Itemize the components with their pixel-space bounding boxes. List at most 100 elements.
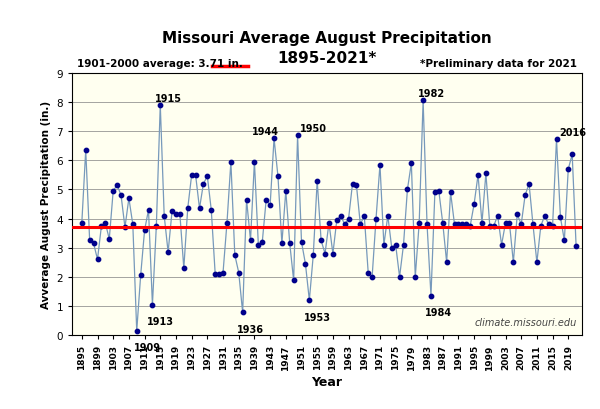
Point <box>505 220 514 227</box>
Point <box>167 209 177 215</box>
Point <box>395 274 404 281</box>
Point <box>352 182 361 189</box>
Point <box>375 162 385 169</box>
Point <box>183 206 193 212</box>
Point <box>179 265 188 272</box>
Point <box>254 242 263 249</box>
Point <box>320 251 330 257</box>
Point <box>305 297 314 304</box>
Point <box>203 173 212 180</box>
Point <box>160 213 169 219</box>
Point <box>206 207 216 213</box>
Text: 1913: 1913 <box>147 316 174 326</box>
Point <box>403 187 412 193</box>
Point <box>116 193 126 199</box>
Point <box>238 310 247 316</box>
Point <box>230 252 239 258</box>
Point <box>560 238 569 244</box>
Text: 2016: 2016 <box>559 128 586 138</box>
Point <box>434 188 443 195</box>
Point <box>104 236 114 243</box>
Point <box>194 206 204 212</box>
Point <box>446 190 455 196</box>
Point <box>187 172 196 179</box>
Point <box>89 240 98 247</box>
Point <box>497 242 506 249</box>
Point <box>77 220 86 227</box>
Point <box>289 277 298 284</box>
Point <box>144 207 154 213</box>
Point <box>364 270 373 276</box>
Point <box>540 213 550 219</box>
Point <box>371 216 381 222</box>
Point <box>171 211 181 218</box>
Point <box>297 239 307 245</box>
Point <box>313 178 322 184</box>
Text: 1915: 1915 <box>155 94 182 103</box>
Point <box>136 272 145 279</box>
Text: climate.missouri.edu: climate.missouri.edu <box>475 317 577 328</box>
Point <box>101 220 110 227</box>
Point <box>552 137 562 143</box>
Point <box>450 222 460 228</box>
Point <box>520 193 530 199</box>
Point <box>500 220 510 227</box>
Point <box>466 223 475 229</box>
Point <box>163 249 173 256</box>
Point <box>234 270 244 276</box>
Text: 1936: 1936 <box>237 324 264 334</box>
Point <box>191 172 200 179</box>
Point <box>568 152 577 158</box>
Point <box>571 243 581 250</box>
Point <box>140 227 149 234</box>
Point <box>489 223 499 229</box>
Point <box>336 213 346 219</box>
Point <box>269 136 279 142</box>
Point <box>281 188 290 195</box>
Point <box>301 261 310 267</box>
Point <box>218 270 228 276</box>
Point <box>265 203 275 209</box>
Point <box>430 190 440 196</box>
Point <box>214 271 224 278</box>
Point <box>387 245 397 252</box>
Point <box>356 222 365 228</box>
Y-axis label: Avverage August Precipitation (in.): Avverage August Precipitation (in.) <box>41 101 51 308</box>
Point <box>556 214 565 221</box>
Point <box>418 98 428 105</box>
Point <box>124 196 134 202</box>
Point <box>524 181 534 187</box>
Point <box>344 216 353 222</box>
Point <box>285 240 295 247</box>
Point <box>277 240 287 247</box>
Text: 1984: 1984 <box>425 308 452 317</box>
Point <box>473 172 483 179</box>
Point <box>316 238 326 244</box>
Point <box>383 213 392 219</box>
Point <box>548 223 557 229</box>
Point <box>442 259 451 266</box>
Point <box>509 259 518 266</box>
Point <box>199 181 208 187</box>
Point <box>152 223 161 229</box>
Point <box>211 271 220 278</box>
Point <box>410 274 420 281</box>
Text: 1982: 1982 <box>418 89 445 99</box>
Point <box>544 222 553 228</box>
Point <box>485 223 494 229</box>
Text: 1953: 1953 <box>304 312 331 322</box>
Point <box>454 222 463 228</box>
Point <box>517 222 526 228</box>
Point <box>109 188 118 195</box>
Text: 1901-2000 average: 3.71 in.: 1901-2000 average: 3.71 in. <box>77 58 243 68</box>
Point <box>81 147 91 154</box>
Point <box>512 211 522 218</box>
X-axis label: Year: Year <box>311 375 343 388</box>
Point <box>399 242 409 249</box>
Point <box>532 259 542 266</box>
Point <box>85 238 94 244</box>
Point <box>155 102 165 109</box>
Text: 1909: 1909 <box>134 342 161 353</box>
Point <box>112 182 122 189</box>
Point <box>536 223 545 229</box>
